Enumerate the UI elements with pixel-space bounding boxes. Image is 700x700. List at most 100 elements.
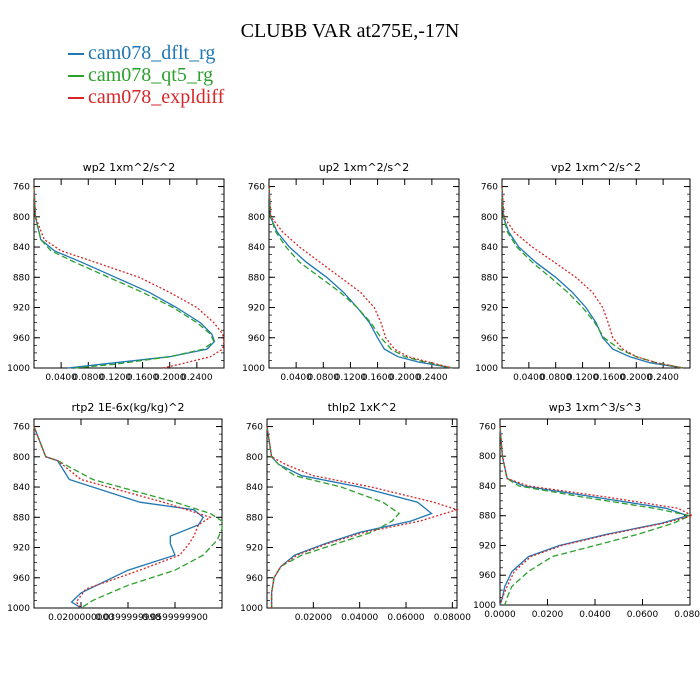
y-tick-label: 960: [248, 334, 265, 344]
y-tick-label: 880: [13, 273, 30, 283]
panel-title: rtp2 1E-6x(kg/kg)^2: [72, 401, 185, 414]
y-tick-label: 760: [13, 183, 30, 193]
x-tick-label: 0.2000: [154, 373, 186, 383]
plot-frame: [499, 418, 691, 606]
panel-title: wp3 1xm^3/s^3: [549, 401, 642, 414]
legend-label-2: cam078_expldiff: [88, 86, 225, 108]
plot-frame: [33, 178, 225, 369]
y-tick-label: 760: [246, 423, 263, 433]
x-tick-label: 0.0800: [674, 610, 700, 620]
y-tick-label: 960: [13, 574, 30, 584]
x-tick-label: 0.0800: [540, 373, 572, 383]
x-tick-label: 0.1600: [362, 373, 394, 383]
series-line-cam078_expldiff: [501, 186, 684, 369]
y-tick-label: 1000: [475, 364, 498, 374]
y-tick-label: 800: [246, 453, 263, 463]
x-tick-label: 0.2400: [647, 373, 679, 383]
chart-panel-5: wp3 1xm^3/s^3 760 800 840 880 920 960 10000.000…: [473, 401, 700, 620]
legend: cam078_dflt_rg cam078_qt5_rg cam078_expl…: [68, 42, 224, 108]
chart-panel-0: wp2 1xm^2/s^2 760 800 840 880 920 960 1000 0.040…: [7, 161, 225, 383]
y-tick-label: 1000: [242, 364, 265, 374]
y-tick-label: 760: [479, 422, 496, 432]
y-tick-label: 920: [248, 304, 265, 314]
x-tick-label: 0.2400: [181, 373, 213, 383]
panel-title: up2 1xm^2/s^2: [319, 161, 410, 174]
y-tick-label: 920: [13, 304, 30, 314]
series-line-cam078_dflt_rg: [268, 186, 453, 369]
x-tick-label: 0.0400: [513, 373, 545, 383]
y-tick-label: 800: [13, 213, 30, 223]
legend-item: cam078_expldiff: [68, 86, 224, 108]
y-tick-label: 840: [481, 243, 498, 253]
plot-frame: [266, 418, 458, 609]
x-tick-label: 0.2000: [389, 373, 421, 383]
y-tick-label: 960: [246, 574, 263, 584]
series-line-cam078_qt5_rg: [499, 426, 693, 606]
x-tick-label: 0.0400: [45, 373, 77, 383]
y-tick-label: 920: [479, 541, 496, 551]
y-tick-label: 800: [13, 453, 30, 463]
legend-swatch-2: [68, 97, 84, 100]
y-tick-label: 1000: [7, 364, 30, 374]
y-tick-label: 840: [479, 482, 496, 492]
y-tick-label: 840: [13, 483, 30, 493]
y-tick-label: 1000: [7, 604, 30, 614]
y-tick-label: 960: [481, 334, 498, 344]
y-tick-label: 920: [481, 304, 498, 314]
legend-swatch-0: [68, 53, 84, 56]
y-tick-label: 880: [248, 273, 265, 283]
panel-title: thlp2 1xK^2: [328, 401, 397, 414]
panel-title: wp2 1xm^2/s^2: [83, 161, 176, 174]
legend-label-0: cam078_dflt_rg: [88, 42, 216, 64]
x-tick-label: 0.0000: [484, 610, 516, 620]
x-tick-label: 0.1200: [335, 373, 367, 383]
y-tick-label: 840: [13, 243, 30, 253]
series-line-cam078_qt5_rg: [33, 186, 215, 369]
x-tick-label: 0.1200: [100, 373, 132, 383]
x-tick-label: 0.06000: [387, 613, 424, 623]
series-line-cam078_qt5_rg: [501, 186, 684, 369]
y-tick-label: 880: [246, 513, 263, 523]
series-line-cam078_dflt_rg: [501, 186, 684, 369]
legend-item: cam078_qt5_rg: [68, 64, 224, 86]
x-tick-label: 0.08000: [434, 613, 471, 623]
plot-frame: [501, 178, 691, 369]
x-tick-label: 0.0400: [280, 373, 312, 383]
x-tick-label: 0.0599999900: [142, 613, 208, 623]
y-tick-label: 1000: [473, 601, 496, 611]
x-tick-label: 0.2000: [621, 373, 653, 383]
x-tick-label: 0.0400: [579, 610, 611, 620]
y-tick-label: 1000: [240, 604, 263, 614]
x-tick-label: 0.02000: [295, 613, 332, 623]
x-tick-label: 0.04000: [341, 613, 378, 623]
x-tick-label: 0.0600: [627, 610, 659, 620]
x-tick-label: 0.0399999998: [95, 613, 161, 623]
y-tick-label: 800: [479, 452, 496, 462]
series-line-cam078_qt5_rg: [33, 426, 223, 609]
y-tick-label: 800: [481, 213, 498, 223]
series-line-cam078_expldiff: [268, 186, 453, 369]
x-tick-label: 0.1600: [127, 373, 159, 383]
y-tick-label: 800: [248, 213, 265, 223]
y-tick-label: 880: [13, 513, 30, 523]
series-line-cam078_qt5_rg: [266, 426, 401, 608]
plot-frame: [268, 178, 460, 369]
x-tick-label: 0.2400: [416, 373, 448, 383]
x-tick-label: 0.1200: [567, 373, 599, 383]
y-tick-label: 960: [13, 334, 30, 344]
y-tick-label: 920: [246, 544, 263, 554]
x-tick-label: 0.0200: [532, 610, 564, 620]
y-tick-label: 960: [479, 571, 496, 581]
y-tick-label: 840: [248, 243, 265, 253]
chart-panel-2: vp2 1xm^2/s^2 760 800 840 880 920 960 1000 0.040…: [475, 161, 691, 383]
series-line-cam078_expldiff: [499, 426, 695, 606]
panel-title: vp2 1xm^2/s^2: [551, 161, 641, 174]
series-line-cam078_dflt_rg: [266, 426, 433, 608]
y-tick-label: 760: [13, 423, 30, 433]
series-line-cam078_qt5_rg: [268, 186, 453, 369]
y-tick-label: 880: [479, 512, 496, 522]
legend-label-1: cam078_qt5_rg: [88, 64, 214, 86]
plot-frame: [33, 418, 223, 609]
